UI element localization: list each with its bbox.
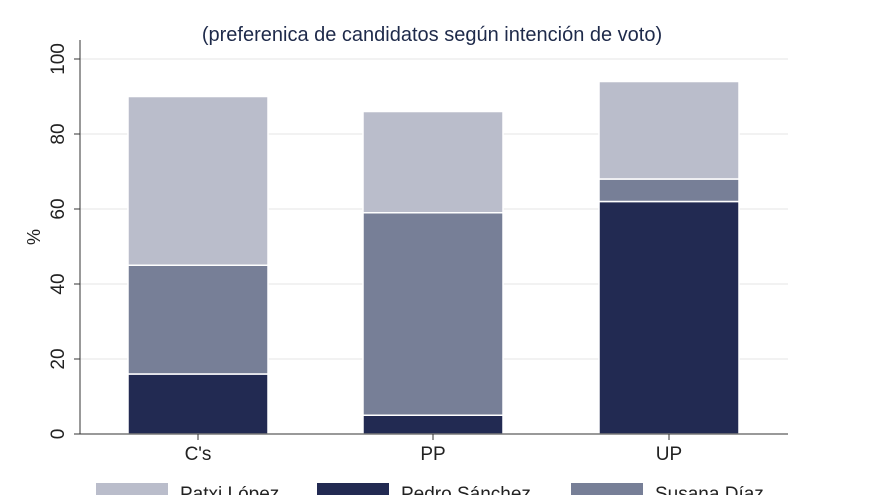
legend-swatch [317,483,389,495]
x-tick-label: PP [420,444,445,465]
chart-subtitle: (preferenica de candidatos según intenci… [202,24,662,46]
y-tick-label: 80 [48,123,69,144]
bar-segment [362,110,504,214]
bar-segment [362,414,504,435]
y-tick-label: 40 [48,273,69,294]
legend-label: Patxi López [180,484,279,495]
legend: Patxi López Pedro Sánchez Susana Díaz [96,483,764,495]
axes: 0 20 40 60 80 100 C's PP UP [48,40,788,465]
legend-label: Pedro Sánchez [401,484,531,495]
y-tick-label: 100 [48,43,69,75]
y-tick-label: 60 [48,198,69,219]
bar-segment [362,212,504,416]
y-tick-label: 20 [48,348,69,369]
bar-segment [127,264,269,375]
legend-swatch [96,483,168,495]
legend-label: Susana Díaz [655,484,764,495]
bar-segment [598,80,740,180]
bar-segment [598,200,740,435]
bar-segment [127,95,269,266]
bar-segment [598,178,740,203]
x-tick-label: UP [656,444,682,465]
x-tick-label: C's [185,444,212,465]
y-tick-label: 0 [48,429,69,440]
y-axis-label: % [24,229,44,245]
legend-swatch [571,483,643,495]
bar-segment [127,373,269,435]
bars [127,80,740,435]
